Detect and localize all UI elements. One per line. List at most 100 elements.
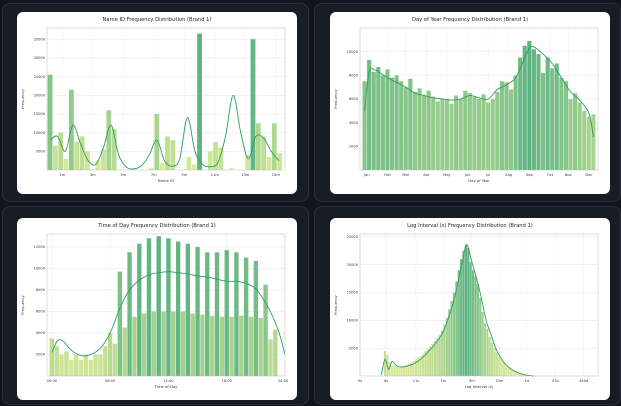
y-tick-label: 6000 [349,97,359,101]
histogram-bar [197,33,202,171]
histogram-bar [156,236,161,376]
histogram-bar [577,102,582,170]
histogram-bar [106,110,112,170]
chart-title: Time of Day Frequency Distribution (Bran… [97,223,216,229]
histogram-bar [495,91,500,170]
x-tick-label: 12:00 [163,379,174,383]
histogram-bar [483,323,487,376]
histogram-bar [488,337,491,376]
histogram-bar [219,316,225,376]
histogram-bar [426,90,431,170]
y-tick-label: 2000 [36,353,46,357]
histogram-bar [239,315,244,376]
x-tick-label: Mar [402,173,409,177]
histogram-bar [277,153,283,170]
histogram-bar [393,364,396,376]
x-tick-label: 37d [552,379,559,383]
histogram-bar [531,49,536,170]
histogram-bar [141,313,147,376]
histogram-bar [207,151,213,170]
y-tick-label: 4000 [36,331,46,335]
histogram-bar [424,350,427,376]
histogram-bar [505,364,508,376]
histogram-bar [467,247,470,376]
histogram-bar [248,316,254,376]
histogram-bar [171,311,176,376]
x-tick-label: Jul [485,173,490,177]
histogram-bar [519,373,522,376]
histogram-bar [431,96,436,170]
y-tick-label: 8000 [36,288,46,292]
kde-line [49,94,280,170]
histogram-bar [426,348,429,376]
histogram-bar [389,77,395,170]
histogram-bar [521,374,525,376]
histogram-bar [422,95,427,170]
y-tick-label: 10000 [347,319,359,323]
histogram-bar [508,89,514,170]
histogram-bar [218,147,224,170]
histogram-bar [568,99,573,170]
x-tick-label: 0s [358,379,362,383]
histogram-bar [502,362,506,376]
chart-log-interval: Log Interval (s) Frequency Distribution … [333,223,599,389]
histogram-bar [449,103,454,170]
histogram-bar [367,59,372,171]
histogram-bar [117,271,123,376]
chart-name-id: Name ID Frequency Distribution (Brand 1)… [20,17,286,183]
y-tick-label: 2000 [349,145,359,149]
plot-frame [359,27,599,171]
histogram-bar [441,330,444,376]
histogram-bar [527,41,532,171]
y-axis-label: Frequency [333,294,338,314]
histogram-bar [79,136,85,170]
histogram-bar [481,311,484,376]
histogram-bar [460,259,463,376]
chart-title: Log Interval (s) Frequency Distribution … [407,223,533,229]
histogram-bar [103,345,108,376]
histogram-bar [429,346,432,376]
histogram-bar [563,81,569,170]
x-tick-label: 11m [211,173,220,177]
histogram-bar [380,75,385,170]
histogram-bar [273,329,278,376]
histogram-bar [517,372,520,376]
histogram-bar [412,360,415,376]
histogram-bar [200,314,205,376]
histogram-bar [151,311,157,376]
histogram-bar [266,156,272,170]
histogram-bar [268,339,273,376]
y-axis-label: Frequency [333,88,338,108]
x-tick-label: 6s [384,379,388,383]
histogram-bar [518,57,523,171]
y-tick-label: 25000 [347,235,359,239]
y-tick-label: 10000 [347,50,359,54]
histogram-bar [388,362,391,376]
kde-line [364,45,594,137]
histogram-bar [402,365,406,376]
y-tick-label: 20000 [34,93,46,97]
histogram-bar [463,90,468,170]
histogram-bar [469,261,472,376]
histogram-bar [263,284,268,376]
histogram-bar [399,81,404,170]
y-tick-label: 35000 [34,37,46,41]
x-tick-label: Jun [464,173,471,177]
histogram-bar [63,158,69,170]
x-tick-label: Sep [526,173,533,177]
histogram-bar [74,141,80,170]
histogram-bar [250,39,256,170]
histogram-bar [433,340,437,376]
histogram-bar [412,91,417,170]
histogram-bar [452,292,456,376]
histogram-bar [573,93,578,170]
histogram-bar [408,78,413,170]
histogram-bar [467,93,472,170]
histogram-bar [376,67,381,170]
histogram-bar [224,250,229,376]
histogram-bar [445,317,448,376]
histogram-bar [73,354,79,376]
x-tick-label: May [443,173,451,177]
histogram-bar [479,298,482,376]
histogram-bar [462,250,465,376]
